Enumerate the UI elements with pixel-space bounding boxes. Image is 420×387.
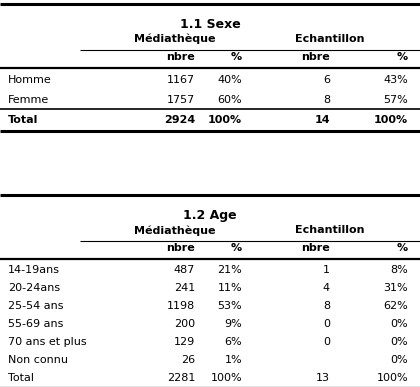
Text: 0%: 0% [390, 337, 408, 347]
Text: 100%: 100% [208, 115, 242, 125]
Text: 43%: 43% [383, 75, 408, 85]
Text: 1757: 1757 [167, 95, 195, 105]
Text: Femme: Femme [8, 95, 49, 105]
Text: 21%: 21% [217, 265, 242, 275]
Text: 1167: 1167 [167, 75, 195, 85]
Text: 100%: 100% [376, 373, 408, 383]
Text: 20-24ans: 20-24ans [8, 283, 60, 293]
Text: Echantillon: Echantillon [295, 34, 365, 44]
Text: 0%: 0% [390, 319, 408, 329]
Text: 8: 8 [323, 301, 330, 311]
Text: nbre: nbre [166, 243, 195, 253]
Text: nbre: nbre [166, 52, 195, 62]
Text: 0%: 0% [390, 355, 408, 365]
Text: 57%: 57% [383, 95, 408, 105]
Text: 1.2 Age: 1.2 Age [183, 209, 237, 222]
Text: 70 ans et plus: 70 ans et plus [8, 337, 87, 347]
Text: 53%: 53% [218, 301, 242, 311]
Text: Non connu: Non connu [8, 355, 68, 365]
Text: Total: Total [8, 115, 38, 125]
Text: 100%: 100% [210, 373, 242, 383]
Text: %: % [397, 52, 408, 62]
Text: 0: 0 [323, 337, 330, 347]
Text: %: % [231, 52, 242, 62]
Text: 9%: 9% [224, 319, 242, 329]
Text: 1%: 1% [224, 355, 242, 365]
Text: 6: 6 [323, 75, 330, 85]
Text: 6%: 6% [224, 337, 242, 347]
Text: 25-54 ans: 25-54 ans [8, 301, 63, 311]
Text: 2924: 2924 [164, 115, 195, 125]
Text: 200: 200 [174, 319, 195, 329]
Text: 55-69 ans: 55-69 ans [8, 319, 63, 329]
Text: 1198: 1198 [167, 301, 195, 311]
Text: Médiathèque: Médiathèque [134, 225, 216, 236]
Text: 487: 487 [173, 265, 195, 275]
Text: 62%: 62% [383, 301, 408, 311]
Text: 26: 26 [181, 355, 195, 365]
Text: Total: Total [8, 373, 34, 383]
Text: 8%: 8% [390, 265, 408, 275]
Text: Médiathèque: Médiathèque [134, 34, 216, 45]
Text: 4: 4 [323, 283, 330, 293]
Text: 1.1 Sexe: 1.1 Sexe [180, 18, 240, 31]
Text: 14-19ans: 14-19ans [8, 265, 60, 275]
Text: nbre: nbre [301, 52, 330, 62]
Text: 11%: 11% [218, 283, 242, 293]
Text: 0: 0 [323, 319, 330, 329]
Text: 1: 1 [323, 265, 330, 275]
Text: Echantillon: Echantillon [295, 225, 365, 235]
Text: 60%: 60% [218, 95, 242, 105]
Text: 8: 8 [323, 95, 330, 105]
Text: %: % [231, 243, 242, 253]
Text: 241: 241 [174, 283, 195, 293]
Text: 14: 14 [315, 115, 330, 125]
Text: 40%: 40% [217, 75, 242, 85]
Text: 100%: 100% [374, 115, 408, 125]
Text: Homme: Homme [8, 75, 52, 85]
Text: 2281: 2281 [167, 373, 195, 383]
Text: 31%: 31% [383, 283, 408, 293]
Text: 13: 13 [316, 373, 330, 383]
Text: 129: 129 [174, 337, 195, 347]
Text: nbre: nbre [301, 243, 330, 253]
Text: %: % [397, 243, 408, 253]
